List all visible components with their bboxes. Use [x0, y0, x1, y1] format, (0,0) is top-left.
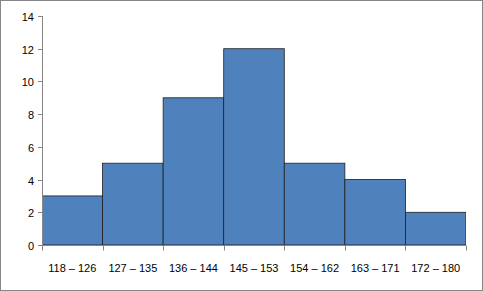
- bar: [405, 212, 466, 245]
- x-tick-label: 163 – 171: [351, 262, 400, 274]
- x-tick: [466, 246, 467, 251]
- x-tick: [405, 246, 406, 251]
- x-tick: [224, 246, 225, 251]
- y-tick-label: 2: [28, 207, 34, 219]
- y-tick-label: 14: [22, 11, 34, 23]
- y-tick: [38, 147, 42, 148]
- bar: [284, 163, 345, 245]
- bar: [224, 49, 285, 245]
- x-tick: [163, 246, 164, 251]
- x-axis-line: [42, 245, 466, 246]
- x-tick: [345, 246, 346, 251]
- bar: [103, 163, 164, 245]
- chart-border: [1, 1, 483, 291]
- y-tick: [38, 212, 42, 213]
- y-tick: [38, 16, 42, 17]
- y-axis-line: [42, 16, 43, 245]
- y-tick: [38, 180, 42, 181]
- x-tick-label: 118 – 126: [48, 262, 96, 274]
- x-tick: [284, 246, 285, 251]
- x-tick-label: 127 – 135: [108, 262, 157, 274]
- y-tick: [38, 81, 42, 82]
- x-tick-label: 136 – 144: [169, 262, 218, 274]
- bar: [345, 180, 406, 245]
- y-tick: [38, 49, 42, 50]
- x-tick-label: 172 – 180: [411, 262, 460, 274]
- y-tick-label: 6: [28, 142, 34, 154]
- y-tick-label: 8: [28, 109, 34, 121]
- y-tick-label: 10: [22, 76, 34, 88]
- y-tick: [38, 245, 42, 246]
- bar: [163, 98, 224, 245]
- y-tick: [38, 114, 42, 115]
- bars: [42, 49, 466, 245]
- x-tick: [42, 246, 43, 251]
- x-tick-label: 145 – 153: [230, 262, 279, 274]
- x-tick: [103, 246, 104, 251]
- x-tick-label: 154 – 162: [290, 262, 339, 274]
- y-tick-label: 12: [22, 44, 34, 56]
- bar: [42, 196, 103, 245]
- y-tick-label: 4: [28, 175, 34, 187]
- chart-svg: 0 2 4 6 8 10 12 14 118 – 126 127 – 135 136 – 144 14…: [0, 0, 483, 291]
- chart-container: 0 2 4 6 8 10 12 14 118 – 126 127 – 135 136 – 144 14…: [0, 0, 483, 291]
- y-tick-label: 0: [28, 240, 34, 252]
